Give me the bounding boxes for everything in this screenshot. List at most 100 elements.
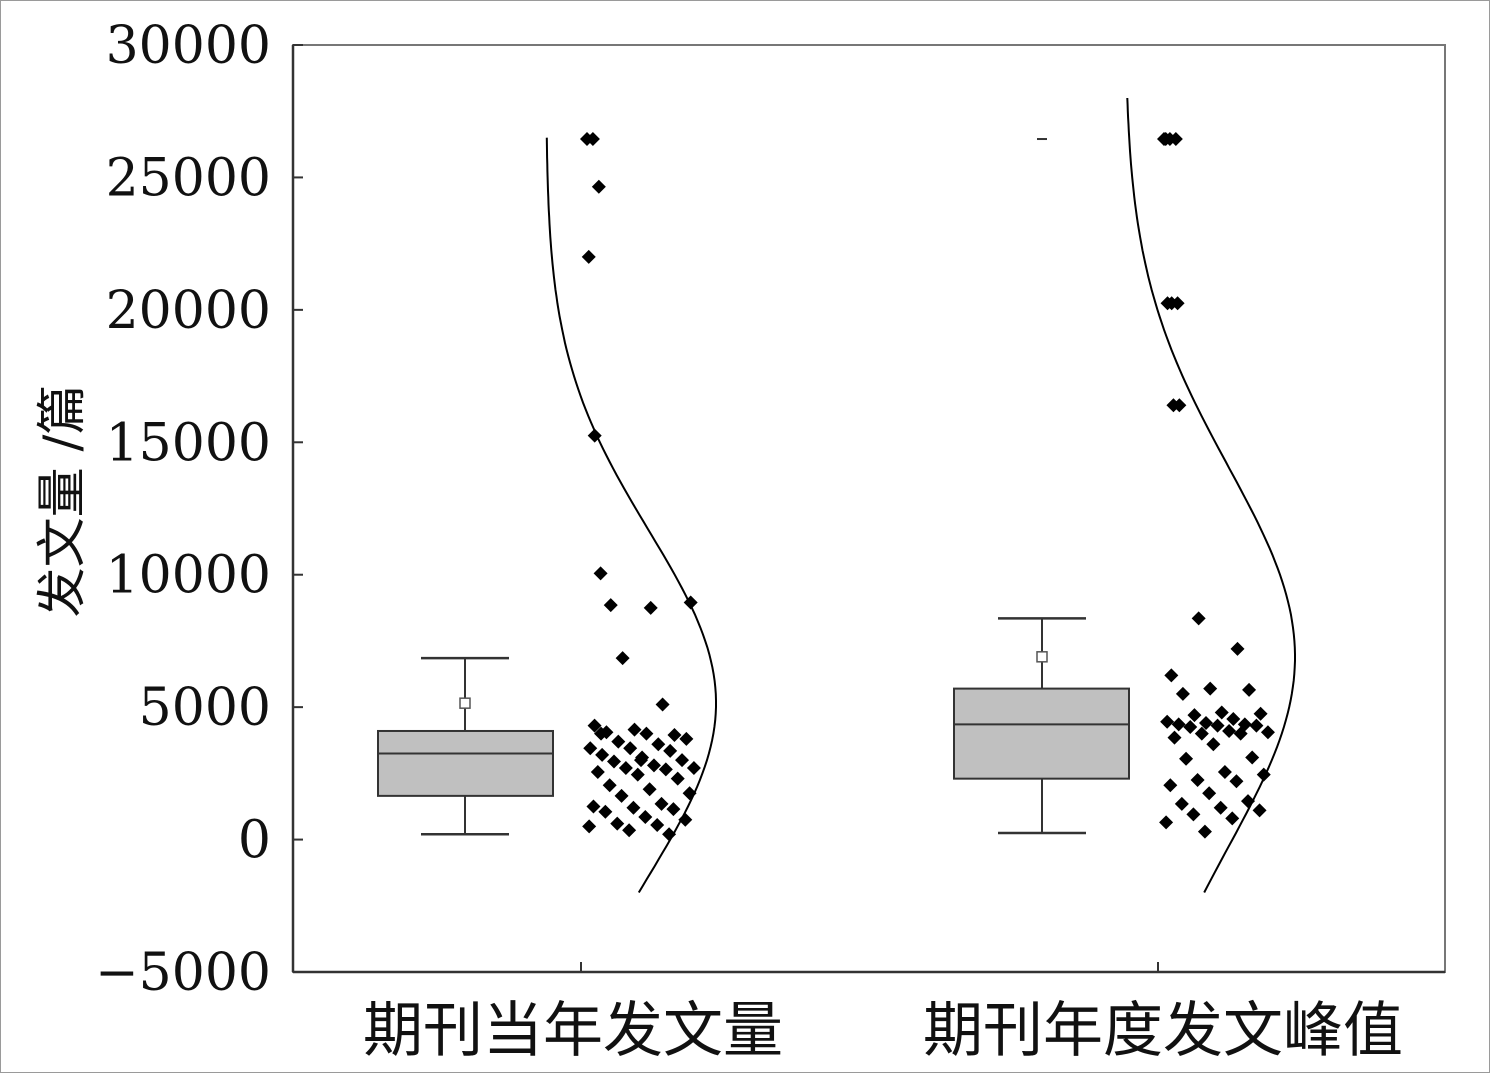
data-point — [1225, 811, 1240, 826]
data-point — [1260, 725, 1275, 740]
y-tick-label: 5000 — [139, 678, 271, 738]
box-group — [377, 132, 717, 894]
data-point — [627, 722, 642, 737]
data-point — [662, 827, 677, 842]
data-point — [1163, 778, 1178, 793]
data-point — [583, 741, 598, 756]
data-point — [1183, 720, 1198, 735]
data-point — [1175, 686, 1190, 701]
data-point — [638, 810, 653, 825]
data-point — [1199, 716, 1213, 731]
data-point — [1170, 296, 1185, 311]
data-point — [1187, 708, 1202, 723]
boxes — [377, 97, 1296, 894]
data-point — [1203, 681, 1218, 696]
data-point — [1252, 803, 1267, 818]
data-point — [655, 697, 670, 712]
data-point — [1229, 774, 1244, 789]
data-point — [1171, 717, 1186, 732]
y-axis: −5000 0 5000 10000 15000 20000 25000 30000 — [95, 16, 303, 1003]
data-point — [1167, 730, 1182, 745]
data-point — [1159, 815, 1174, 830]
data-point — [686, 761, 701, 776]
data-point — [1202, 786, 1217, 801]
data-point — [595, 747, 610, 762]
data-point — [650, 818, 665, 833]
data-point — [607, 754, 621, 769]
data-point — [675, 753, 690, 768]
y-tick-label: 0 — [238, 811, 271, 871]
data-point — [603, 598, 618, 613]
data-point — [1168, 132, 1183, 147]
data-point — [587, 718, 602, 733]
data-point — [663, 743, 678, 758]
data-point — [670, 771, 685, 786]
y-tick-label: 10000 — [106, 546, 271, 606]
data-point — [651, 737, 666, 752]
data-point — [611, 734, 626, 749]
y-tick-label: 20000 — [106, 281, 271, 341]
data-point — [1194, 726, 1209, 741]
y-tick-label: 25000 — [106, 148, 271, 208]
data-point — [1190, 772, 1205, 787]
data-point — [585, 132, 600, 147]
data-point — [626, 800, 641, 815]
data-point — [1172, 398, 1187, 413]
data-point — [1230, 641, 1245, 656]
data-point — [582, 819, 597, 834]
data-point — [1179, 751, 1194, 766]
x-axis: 期刊当年发文量 期刊年度发文峰值 — [363, 962, 1403, 1066]
y-axis-title: 发文量 /篇 — [33, 385, 91, 618]
data-point — [634, 753, 648, 768]
iqr-box — [953, 687, 1130, 780]
normal-curve — [1126, 97, 1296, 893]
data-point — [1174, 796, 1189, 811]
data-point — [598, 804, 613, 819]
data-point — [646, 758, 661, 773]
data-point — [1210, 718, 1225, 733]
data-point — [610, 816, 625, 831]
data-point — [1253, 706, 1268, 721]
y-tick-label: 15000 — [106, 413, 271, 473]
data-point — [581, 249, 596, 264]
box-group — [953, 97, 1296, 893]
data-point — [1213, 800, 1228, 815]
data-point — [622, 823, 637, 838]
data-point — [639, 726, 654, 741]
data-point — [615, 651, 630, 666]
data-point — [678, 812, 693, 827]
data-point — [591, 179, 606, 194]
data-point — [1217, 765, 1232, 780]
data-point — [667, 727, 682, 742]
data-point — [594, 726, 609, 741]
data-point — [654, 796, 669, 811]
normal-curve — [545, 137, 717, 894]
data-point — [1160, 714, 1175, 729]
mean-marker — [459, 697, 471, 709]
y-tick-label: −5000 — [95, 943, 271, 1003]
data-point — [1249, 718, 1264, 733]
data-point — [1186, 807, 1201, 822]
data-point — [623, 741, 638, 756]
x-category-label: 期刊当年发文量 — [363, 996, 783, 1066]
data-point — [1191, 611, 1206, 626]
data-point — [614, 788, 629, 803]
data-point — [643, 600, 658, 615]
data-point — [679, 731, 694, 746]
data-point — [1164, 668, 1179, 683]
data-point — [1214, 705, 1229, 720]
data-point — [1206, 737, 1221, 752]
data-point — [1158, 132, 1173, 147]
data-point — [1226, 712, 1241, 727]
y-tick-label: 30000 — [106, 16, 271, 76]
data-point — [630, 767, 645, 782]
x-category-label: 期刊年度发文峰值 — [923, 996, 1403, 1066]
data-point — [602, 778, 617, 793]
data-point — [1242, 682, 1257, 697]
data-point — [1222, 723, 1237, 738]
data-point — [666, 802, 681, 817]
data-point — [586, 799, 601, 814]
data-point — [593, 566, 608, 581]
